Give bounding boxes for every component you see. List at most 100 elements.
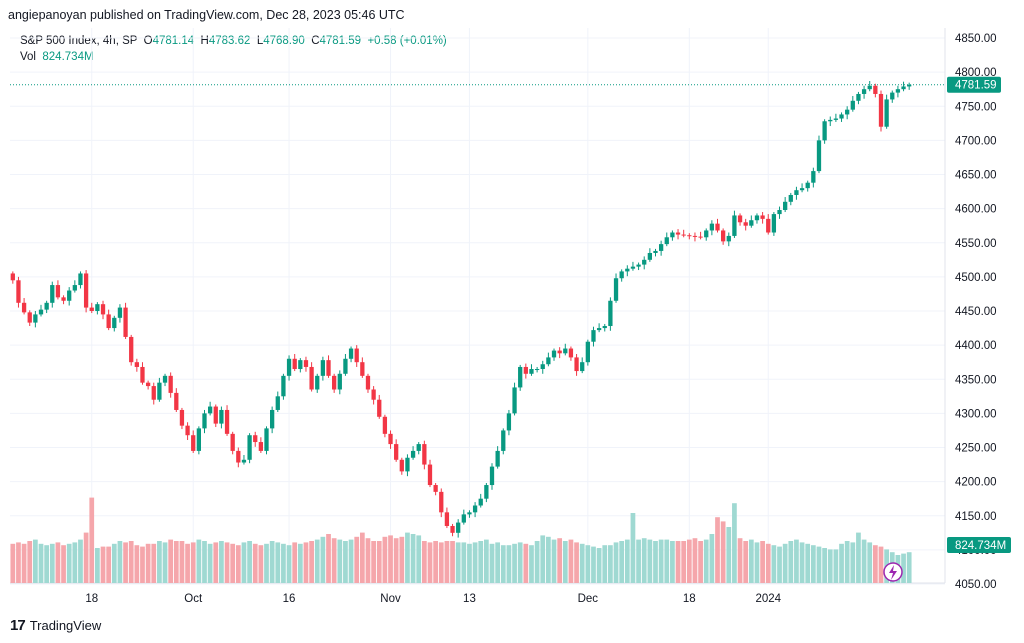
candle-body [873, 85, 878, 94]
volume-bar [303, 542, 309, 583]
volume-bar [568, 539, 574, 583]
candle-body [168, 375, 173, 393]
candle-body [478, 498, 483, 506]
volume-bar [670, 541, 675, 583]
volume-bar [343, 541, 348, 583]
volume-bar [185, 543, 190, 583]
volume-bar [359, 532, 365, 583]
tradingview-footer[interactable]: 17 TradingView [10, 617, 101, 634]
volume-bar [506, 545, 512, 583]
candle-body [219, 409, 224, 424]
volume-bar [495, 542, 501, 583]
candle-body [709, 223, 715, 231]
candle-body [145, 382, 151, 387]
volume-bar [10, 543, 16, 583]
volume-bar [878, 546, 884, 583]
candle-body [134, 362, 139, 367]
candle-body [512, 387, 517, 414]
candle-body [303, 360, 309, 367]
candle-body [506, 413, 512, 431]
volume-bar [500, 545, 506, 583]
last-price-label: 4781.59 [955, 80, 997, 92]
volume-bar [106, 546, 112, 583]
candle-body [878, 93, 884, 127]
candle-body [664, 237, 669, 245]
volume-bar [748, 539, 754, 583]
volume-bar [230, 543, 236, 583]
y-tick-label: 4050.00 [955, 579, 997, 591]
volume-bar [850, 542, 856, 583]
volume-bar [202, 541, 207, 583]
candle-body [399, 459, 404, 472]
volume-bar [624, 539, 630, 583]
y-tick-label: 4800.00 [955, 67, 997, 79]
volume-bar [292, 542, 298, 583]
volume-bar [540, 535, 546, 583]
candle-body [625, 268, 630, 272]
volume-bar [546, 536, 551, 583]
volume-bar [376, 541, 382, 583]
volume-bar [128, 541, 134, 583]
volume-bar [388, 535, 393, 583]
candle-body [422, 444, 427, 465]
candle-body [715, 223, 720, 231]
candle-body [681, 234, 686, 236]
volume-bar [190, 542, 196, 583]
candle-body [523, 366, 528, 374]
lightning-bolt-icon [889, 565, 897, 580]
volume-bar [354, 536, 360, 583]
volume-bar [309, 541, 314, 583]
volume-bar [906, 552, 912, 583]
volume-bar [438, 542, 444, 583]
ohlc-legend: S&P 500 Index, 4h, SP O4781.14 H4783.62 … [20, 33, 447, 65]
volume-bar [207, 543, 213, 583]
candle-body [777, 209, 782, 215]
volume-bar [421, 541, 427, 583]
candle-body [241, 459, 247, 463]
volume-bar [83, 532, 89, 583]
volume-bar [168, 539, 174, 583]
candle-body [839, 114, 844, 119]
volume-bar [675, 541, 681, 583]
volume-row: Vol 824.734M [20, 49, 447, 65]
volume-bar [331, 538, 337, 583]
candle-body [95, 304, 100, 311]
candle-body [907, 84, 912, 87]
candle-body [21, 302, 27, 313]
tradingview-logo-icon: 17 [10, 617, 26, 634]
volume-bar [805, 543, 811, 583]
candle-body [196, 428, 201, 451]
candle-body [61, 297, 66, 301]
candle-body [771, 214, 777, 233]
volume-bar [157, 541, 162, 583]
candle-body [670, 232, 675, 238]
volume-bar [901, 553, 906, 583]
candle-body [845, 109, 850, 115]
x-tick-label: Nov [380, 593, 401, 605]
volume-bar [839, 543, 844, 583]
volume-bar [472, 542, 478, 583]
candle-body [38, 309, 44, 315]
candle-body [822, 121, 827, 141]
volume-bar [44, 545, 50, 583]
volume-bar [145, 543, 151, 583]
volume-bar [765, 543, 771, 583]
candle-body [140, 366, 145, 383]
candle-body [591, 330, 596, 342]
candle-body [568, 348, 574, 358]
volume-bar [224, 542, 230, 583]
volume-bar [664, 539, 670, 583]
volume-bar [788, 541, 794, 583]
candle-body [72, 285, 77, 291]
candle-body [410, 450, 416, 458]
open-label: O [143, 35, 153, 47]
candle-body [230, 433, 235, 451]
candle-body [382, 416, 388, 434]
volume-bar [715, 517, 720, 583]
candle-body [704, 230, 709, 238]
y-tick-label: 4550.00 [955, 238, 997, 250]
candle-body [467, 512, 472, 515]
candle-body [613, 278, 619, 301]
candle-body [534, 369, 540, 371]
